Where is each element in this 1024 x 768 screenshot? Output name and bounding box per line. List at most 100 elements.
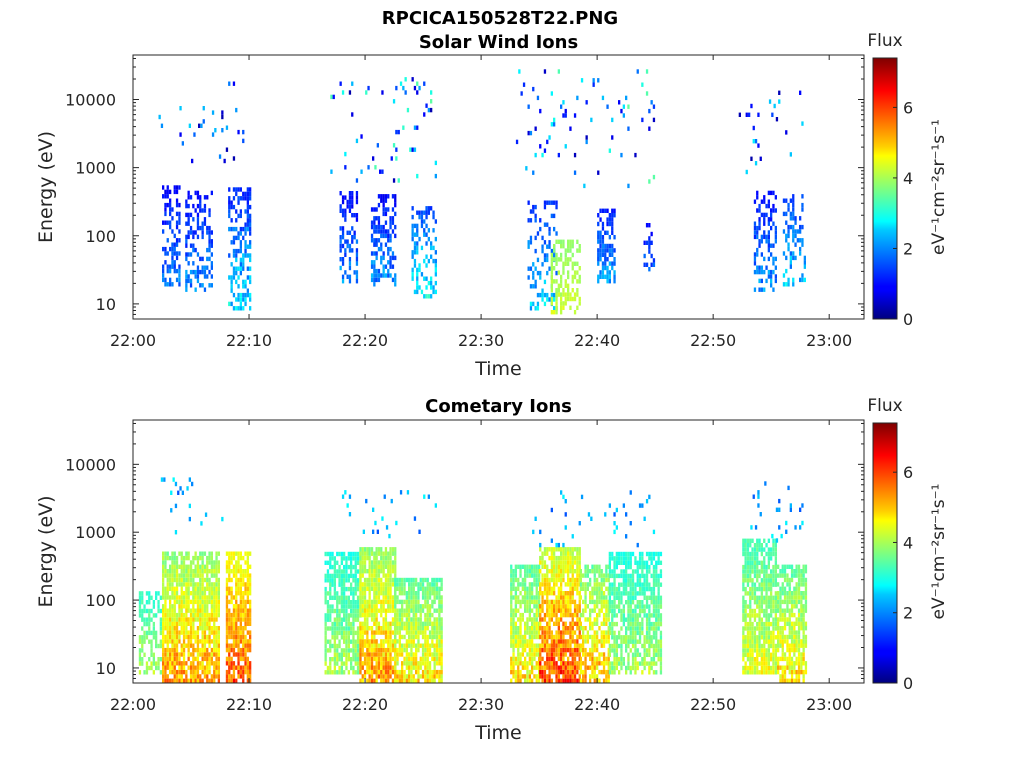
spectrogram-cell bbox=[593, 569, 596, 574]
spectrogram-cell bbox=[593, 573, 596, 578]
spectrogram-cell bbox=[405, 621, 408, 626]
spectrogram-cell bbox=[324, 573, 327, 579]
spectrogram-cell bbox=[196, 221, 200, 226]
x-tick-label: 22:50 bbox=[690, 331, 736, 350]
spectrogram-cell bbox=[438, 647, 441, 653]
spectrogram-cell bbox=[434, 258, 437, 264]
spectrogram-cell bbox=[187, 608, 190, 613]
spectrogram-cell bbox=[351, 112, 354, 117]
spectrogram-cell bbox=[527, 244, 530, 249]
spectrogram-cell bbox=[539, 634, 542, 640]
spectrogram-cell bbox=[368, 591, 371, 596]
spectrogram-cell bbox=[367, 165, 370, 170]
spectrogram-cell bbox=[192, 582, 195, 587]
spectrogram-cell bbox=[164, 661, 167, 666]
spectrogram-cell bbox=[228, 275, 231, 280]
spectrogram-cell bbox=[426, 617, 429, 622]
spectrogram-cell bbox=[363, 661, 367, 666]
spectrogram-cell bbox=[329, 665, 332, 671]
spectrogram-cell bbox=[426, 661, 429, 666]
spectrogram-cell bbox=[324, 648, 327, 653]
spectrogram-cell bbox=[524, 591, 527, 596]
spectrogram-cell bbox=[338, 573, 341, 579]
spectrogram-cell bbox=[543, 669, 547, 675]
spectrogram-cell bbox=[410, 626, 413, 631]
spectrogram-cell bbox=[249, 617, 252, 622]
spectrogram-cell bbox=[410, 656, 413, 662]
spectrogram-cell bbox=[164, 617, 167, 622]
spectrogram-cell bbox=[343, 648, 346, 653]
spectrogram-cell bbox=[338, 630, 341, 636]
spectrogram-cell bbox=[641, 617, 644, 622]
spectrogram-cell bbox=[519, 564, 522, 569]
spectrogram-cell bbox=[336, 630, 339, 636]
spectrogram-cell bbox=[527, 240, 530, 245]
spectrogram-cell bbox=[601, 270, 605, 275]
spectrogram-cell bbox=[199, 586, 202, 591]
spectrogram-cell bbox=[363, 591, 367, 596]
spectrogram-cell bbox=[370, 233, 374, 239]
spectrogram-cell bbox=[175, 251, 179, 256]
spectrogram-cell bbox=[246, 209, 249, 214]
spectrogram-cell bbox=[235, 266, 238, 271]
spectrogram-cell bbox=[613, 213, 616, 218]
spectrogram-cell bbox=[767, 256, 770, 262]
spectrogram-cell bbox=[366, 669, 369, 675]
spectrogram-cell bbox=[326, 591, 330, 596]
spectrogram-cell bbox=[354, 582, 357, 587]
spectrogram-cell bbox=[155, 635, 158, 640]
spectrogram-cell bbox=[770, 208, 773, 213]
spectrogram-cell bbox=[597, 239, 600, 244]
spectrogram-cell bbox=[389, 233, 392, 239]
spectrogram-cell bbox=[606, 230, 609, 235]
spectrogram-cell bbox=[573, 656, 577, 662]
spectrogram-cell bbox=[562, 599, 565, 605]
spectrogram-cell bbox=[531, 586, 534, 591]
spectrogram-cell bbox=[648, 240, 651, 245]
spectrogram-cell bbox=[792, 238, 795, 243]
spectrogram-cell bbox=[206, 608, 209, 613]
spectrogram-cell bbox=[517, 617, 520, 622]
spectrogram-cell bbox=[363, 639, 367, 644]
spectrogram-cell bbox=[548, 612, 551, 618]
spectrogram-cell bbox=[171, 669, 174, 675]
spectrogram-cell bbox=[242, 639, 245, 644]
spectrogram-cell bbox=[531, 634, 534, 640]
spectrogram-cell bbox=[178, 211, 181, 217]
spectrogram-cell bbox=[645, 69, 649, 74]
spectrogram-cell bbox=[246, 222, 249, 227]
spectrogram-cell bbox=[188, 123, 191, 128]
spectrogram-cell bbox=[573, 630, 577, 635]
spectrogram-cell bbox=[215, 586, 218, 591]
spectrogram-cell bbox=[514, 656, 517, 662]
spectrogram-cell bbox=[562, 612, 565, 618]
spectrogram-cell bbox=[244, 279, 247, 285]
spectrogram-cell bbox=[384, 229, 388, 234]
spectrogram-cell bbox=[534, 279, 537, 285]
spectrogram-cell bbox=[375, 617, 378, 622]
spectrogram-cell bbox=[206, 652, 209, 657]
spectrogram-cell bbox=[539, 555, 542, 561]
spectrogram-cell bbox=[206, 573, 209, 578]
spectrogram-cell bbox=[750, 103, 753, 109]
spectrogram-cell bbox=[162, 669, 165, 675]
spectrogram-cell bbox=[324, 630, 327, 636]
spectrogram-cell bbox=[228, 617, 231, 622]
spectrogram-cell bbox=[567, 577, 570, 583]
spectrogram-cell bbox=[425, 223, 428, 229]
spectrogram-cell bbox=[164, 652, 167, 657]
spectrogram-cell bbox=[408, 643, 411, 648]
spectrogram-cell bbox=[194, 586, 197, 591]
spectrogram-cell bbox=[228, 577, 231, 583]
spectrogram-cell bbox=[175, 591, 179, 596]
spectrogram-cell bbox=[541, 551, 544, 556]
spectrogram-cell bbox=[629, 630, 632, 636]
spectrogram-cell bbox=[514, 678, 517, 683]
spectrogram-cell bbox=[634, 582, 637, 587]
spectrogram-cell bbox=[625, 639, 628, 644]
spectrogram-cell bbox=[384, 220, 388, 225]
spectrogram-cell bbox=[543, 612, 547, 618]
spectrogram-cell bbox=[648, 595, 651, 600]
spectrogram-cell bbox=[604, 257, 607, 262]
spectrogram-cell bbox=[652, 117, 656, 123]
